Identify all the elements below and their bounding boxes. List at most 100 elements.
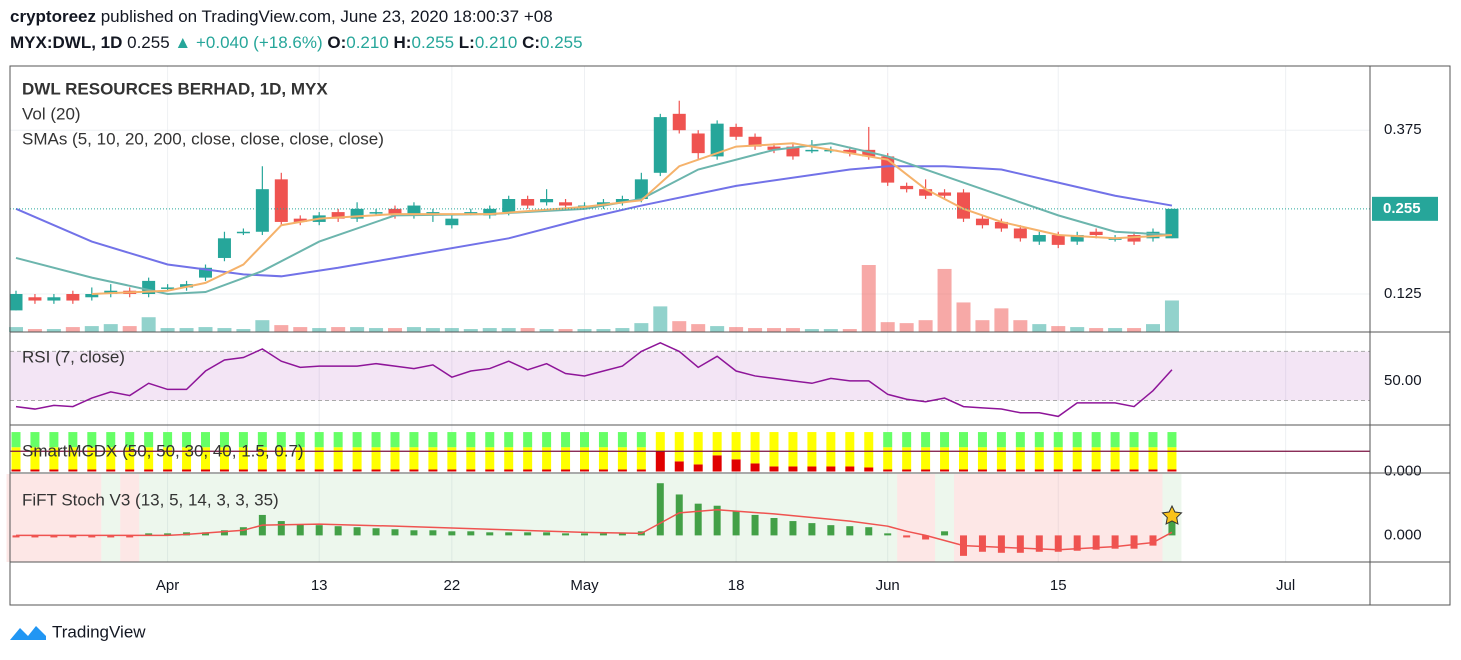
volume-bar [141, 317, 156, 332]
mcdx-bar [352, 469, 362, 472]
h-value: 0.255 [411, 33, 455, 52]
stoch-bar [505, 532, 513, 536]
mcdx-bar [523, 469, 533, 472]
candle-body [615, 199, 629, 203]
mcdx-bar [1053, 469, 1063, 472]
mcdx-bar [333, 469, 343, 472]
mcdx-bar [409, 469, 419, 472]
volume-bar [255, 320, 270, 332]
stoch-bar [903, 535, 911, 538]
mcdx-bar [504, 469, 514, 472]
logo [10, 626, 46, 640]
mcdx-bar [314, 447, 324, 470]
stoch-bar [808, 523, 816, 536]
volume-bar [331, 327, 346, 332]
zone [935, 474, 955, 562]
stoch-bar [277, 521, 285, 536]
mcdx-bar [864, 432, 874, 468]
mcdx-bar [11, 469, 21, 472]
mcdx-bar [447, 432, 457, 448]
last-price-badge [1372, 196, 1438, 221]
mcdx-bar [636, 447, 646, 470]
mcdx-bar [1072, 447, 1082, 470]
mcdx-bar [750, 463, 760, 472]
candle-body [729, 126, 743, 137]
candle-body [1165, 208, 1179, 239]
pane [10, 426, 1370, 473]
volume-bar [539, 329, 554, 332]
stoch-bar [732, 510, 740, 536]
mcdx-bar [693, 464, 703, 472]
mcdx-bar [257, 432, 267, 448]
stoch-bar [884, 533, 892, 536]
stoch-bar [865, 527, 873, 536]
volume-bar [672, 321, 687, 332]
chart-frame [9, 65, 1451, 606]
volume-bar [975, 320, 990, 332]
candle-body [85, 294, 99, 298]
mcdx-bar [561, 432, 571, 448]
volume-bar [350, 327, 365, 332]
sma-line [91, 142, 1173, 295]
volume-bar [1108, 328, 1123, 332]
y-tick-label: 0.125 [1384, 285, 1422, 302]
stoch-bar [145, 533, 153, 536]
volume-bar [179, 328, 194, 332]
stoch-bar [239, 527, 247, 536]
mcdx-bar [106, 432, 116, 448]
zone [101, 474, 121, 562]
y-tick-label: 0.000 [1384, 526, 1422, 543]
mcdx-bar [636, 469, 646, 472]
volume-bar [691, 324, 706, 332]
background [10, 66, 1370, 562]
mcdx-bar [902, 432, 912, 448]
candle-body [748, 136, 762, 147]
mcdx-bar [1129, 447, 1139, 470]
mcdx-bar [977, 469, 987, 472]
volume-bar [994, 308, 1009, 332]
stoch-bar [1035, 535, 1043, 552]
volume-bar [103, 324, 118, 332]
mcdx-bar [845, 466, 855, 472]
mcdx-bar [30, 432, 40, 448]
mcdx-bar [182, 469, 192, 472]
sma-title: SMAs (5, 10, 20, 200, close, close, clos… [22, 129, 384, 148]
mcdx-bar [87, 432, 97, 448]
mcdx-bar [49, 432, 59, 448]
mcdx-bar [959, 469, 968, 472]
mcdx-bar [1034, 469, 1044, 472]
x-tick-label: Jun [876, 577, 900, 594]
arrow: ▲ [174, 33, 192, 52]
mcdx-bar [144, 432, 154, 448]
mcdx-bar [125, 432, 135, 448]
candle-body [9, 294, 23, 311]
mcdx-bar [87, 469, 97, 472]
mcdx-bar [219, 469, 229, 472]
candle-body [843, 149, 857, 154]
candle-body [388, 208, 402, 216]
stoch-bar [391, 529, 399, 536]
volume-bar [823, 329, 838, 332]
mcdx-bar [238, 469, 248, 472]
mcdx-bar [1053, 447, 1063, 470]
mcdx-bar [902, 469, 912, 472]
candle-body [1070, 235, 1084, 242]
mcdx-bar [125, 469, 135, 472]
mcdx-bar [352, 432, 362, 448]
stoch-bar [941, 531, 949, 536]
candle-body [1013, 228, 1027, 239]
mcdx-bar [163, 432, 173, 448]
stoch-bar [202, 532, 209, 536]
stoch-bar [1130, 535, 1138, 549]
volume-bar [767, 328, 781, 332]
volume-bar [1013, 320, 1028, 332]
mcdx-bar [333, 432, 343, 448]
mcdx-bar [1034, 447, 1044, 470]
volume-bar [899, 323, 914, 332]
pane [10, 66, 1370, 332]
volume-bar [804, 329, 819, 332]
mcdx-bar [201, 432, 210, 448]
candle-body [293, 218, 307, 222]
mcdx-bar [636, 432, 646, 448]
